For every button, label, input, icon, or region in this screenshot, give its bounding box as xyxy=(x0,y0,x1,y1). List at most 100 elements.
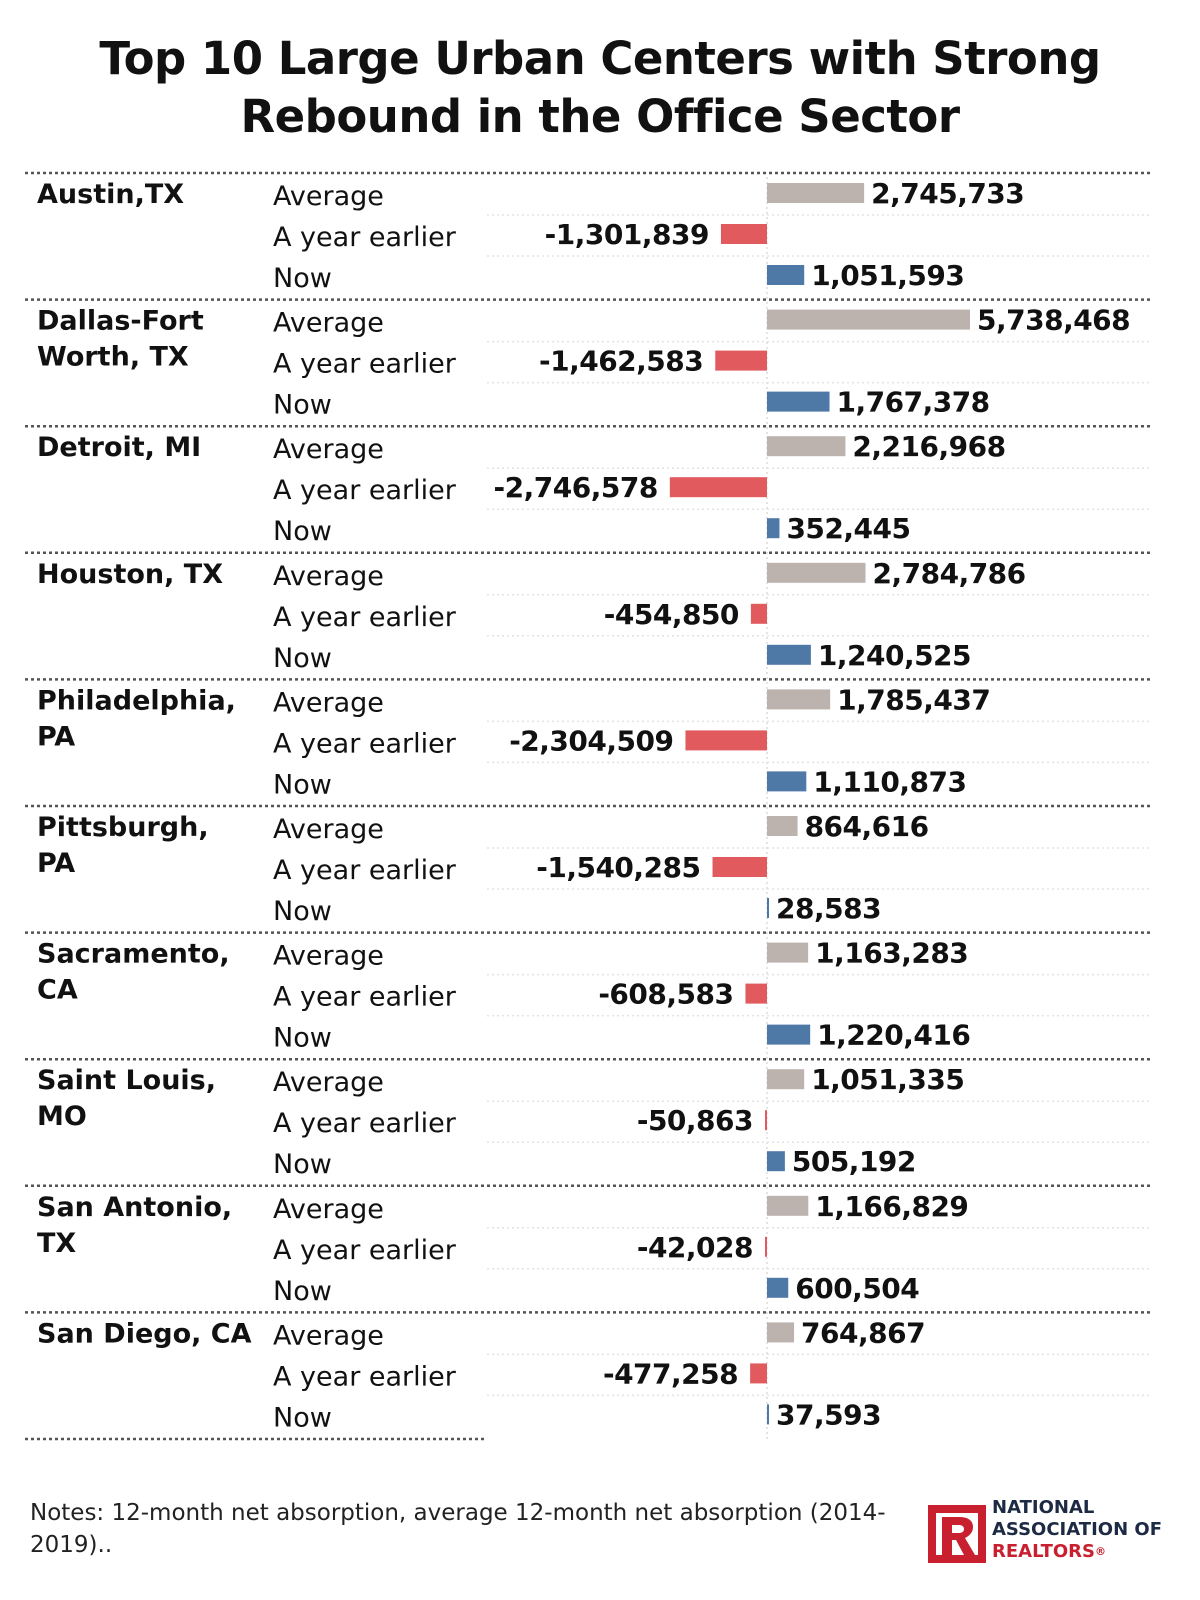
city-label: Saint Louis, xyxy=(37,1065,216,1096)
bar-average xyxy=(767,689,831,710)
city-label: Austin,TX xyxy=(37,179,184,210)
row-label: Now xyxy=(273,1023,332,1054)
value-label: 1,240,525 xyxy=(818,639,971,672)
value-label: 1,767,378 xyxy=(837,386,990,419)
row-label: Now xyxy=(273,896,332,927)
value-label: 1,220,416 xyxy=(817,1019,970,1052)
row-label: Average xyxy=(273,814,384,845)
city-label: Worth, TX xyxy=(37,342,189,373)
row-label: A year earlier xyxy=(273,1108,457,1139)
city-label: Detroit, MI xyxy=(37,432,201,463)
value-label: -1,540,285 xyxy=(536,851,700,884)
row-label: A year earlier xyxy=(273,982,457,1013)
city-label: PA xyxy=(37,721,75,752)
row-label: Average xyxy=(273,434,384,465)
bar-chart: Austin,TX Average 2,745,733 A year earlier -… xyxy=(25,171,1150,1441)
row-label: A year earlier xyxy=(273,1361,457,1392)
row-label: A year earlier xyxy=(273,475,457,506)
row-label: Average xyxy=(273,1320,384,1351)
nar-logo: NATIONAL ASSOCIATION OF REALTORS® xyxy=(926,1497,1176,1567)
city-label: TX xyxy=(37,1228,76,1259)
city-label: Sacramento, xyxy=(37,939,230,970)
chart-title: Top 10 Large Urban Centers with Strong R… xyxy=(0,30,1200,146)
row-label: Now xyxy=(273,390,332,421)
row-label: Average xyxy=(273,561,384,592)
row-label: Average xyxy=(273,1067,384,1098)
row-label: Now xyxy=(273,643,332,674)
value-label: 352,445 xyxy=(786,512,910,545)
value-label: -50,863 xyxy=(637,1104,753,1137)
value-label: -1,462,583 xyxy=(539,345,703,378)
city-label: Pittsburgh, xyxy=(37,812,209,843)
value-label: 2,216,968 xyxy=(852,430,1005,463)
row-label: Average xyxy=(273,941,384,972)
bar-a-year-earlier xyxy=(720,224,767,244)
bar-average xyxy=(767,1322,795,1343)
row-label: Now xyxy=(273,1402,332,1433)
value-label: -1,301,839 xyxy=(545,218,709,251)
row-label: Now xyxy=(273,1149,332,1180)
value-label: 600,504 xyxy=(795,1272,919,1305)
city-label: CA xyxy=(37,975,78,1006)
row-label: A year earlier xyxy=(273,855,457,886)
bar-now xyxy=(767,518,780,539)
row-label: Now xyxy=(273,516,332,547)
chart-title-line-2: Rebound in the Office Sector xyxy=(240,90,960,143)
bar-average xyxy=(767,436,846,457)
value-label: -2,746,578 xyxy=(494,471,658,504)
value-label: 2,784,786 xyxy=(873,557,1026,590)
bar-a-year-earlier xyxy=(750,1363,767,1384)
bar-average xyxy=(767,309,970,330)
bar-a-year-earlier xyxy=(750,603,767,624)
logo-line-2: ASSOCIATION OF xyxy=(992,1519,1162,1540)
value-label: 1,785,437 xyxy=(837,683,990,716)
bar-a-year-earlier xyxy=(765,1110,767,1131)
value-label: 1,166,829 xyxy=(815,1190,968,1223)
bar-now xyxy=(767,1277,789,1298)
bar-a-year-earlier xyxy=(765,1236,767,1257)
bar-average xyxy=(767,562,866,583)
logo-line-3-text: REALTORS xyxy=(992,1541,1095,1562)
bar-now xyxy=(767,1151,785,1172)
city-label: San Diego, CA xyxy=(37,1318,252,1349)
logo-registered-mark: ® xyxy=(1094,1545,1106,1558)
row-label: A year earlier xyxy=(273,602,457,633)
bar-now xyxy=(767,644,811,665)
value-label: 505,192 xyxy=(792,1145,916,1178)
value-label: 1,163,283 xyxy=(815,937,968,970)
bar-a-year-earlier xyxy=(712,857,767,877)
row-label: A year earlier xyxy=(273,222,457,253)
row-label: Average xyxy=(273,1194,384,1225)
bar-a-year-earlier xyxy=(715,350,767,371)
city-label: MO xyxy=(37,1101,87,1132)
value-label: -608,583 xyxy=(598,978,733,1011)
city-label: Houston, TX xyxy=(37,559,223,590)
bar-now xyxy=(767,1024,811,1045)
bar-now xyxy=(767,265,805,285)
row-label: Now xyxy=(273,1276,332,1307)
city-label: Philadelphia, xyxy=(37,685,236,716)
value-label: 1,110,873 xyxy=(813,765,966,798)
logo-line-3: REALTORS® xyxy=(992,1541,1162,1563)
row-label: A year earlier xyxy=(273,349,457,380)
row-label: Average xyxy=(273,181,384,212)
logo-line-1: NATIONAL xyxy=(992,1497,1095,1518)
row-label: Average xyxy=(273,308,384,339)
bar-average xyxy=(767,942,809,963)
bar-average xyxy=(767,816,798,836)
nar-logo-text: NATIONAL ASSOCIATION OF REALTORS® xyxy=(992,1497,1162,1563)
city-label: PA xyxy=(37,848,75,879)
value-label: 37,593 xyxy=(776,1398,881,1431)
bar-average xyxy=(767,1069,805,1090)
value-label: 5,738,468 xyxy=(977,304,1130,337)
bar-average xyxy=(767,183,865,203)
row-label: Now xyxy=(273,263,332,294)
value-label: 1,051,593 xyxy=(811,259,964,292)
bar-now xyxy=(767,771,807,792)
value-label: 1,051,335 xyxy=(811,1063,964,1096)
city-label: San Antonio, xyxy=(37,1192,232,1223)
row-label: Now xyxy=(273,769,332,800)
bar-average xyxy=(767,1195,809,1216)
value-label: 764,867 xyxy=(801,1316,925,1349)
value-label: 28,583 xyxy=(776,892,881,925)
